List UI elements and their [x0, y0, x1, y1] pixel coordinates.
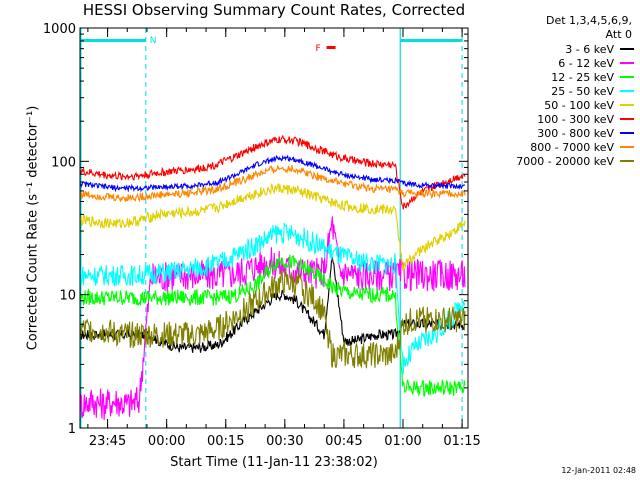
legend-header-line-1: Det 1,3,4,5,6,9, [545, 14, 632, 27]
legend-label: 12 - 25 keV [551, 70, 614, 84]
legend-entry: 3 - 6 keV [478, 42, 636, 56]
legend-label: 25 - 50 keV [551, 84, 614, 98]
series-line-4 [79, 183, 466, 272]
legend-entry: 800 - 7000 keV [478, 140, 636, 154]
legend-swatch [620, 62, 634, 64]
y-tick-label: 1 [68, 422, 76, 437]
legend-entry: 12 - 25 keV [478, 70, 636, 84]
legend-header-line-2: Att 0 [605, 28, 632, 41]
legend-entry: 50 - 100 keV [478, 98, 636, 112]
legend: Det 1,3,4,5,6,9, Att 0 3 - 6 keV 6 - 12 k… [478, 14, 636, 168]
x-tick-label: 01:15 [443, 434, 480, 449]
legend-label: 50 - 100 keV [544, 98, 614, 112]
series-line-7 [79, 164, 466, 203]
legend-label: 800 - 7000 keV [530, 140, 614, 154]
x-tick-label: 01:00 [384, 434, 421, 449]
legend-swatch [620, 76, 634, 78]
series-line-5 [79, 134, 466, 210]
y-axis-label: Corrected Count Rate (s⁻¹ detector⁻¹) [25, 105, 41, 351]
y-tick-label: 1000 [43, 22, 76, 37]
legend-entry: 6 - 12 keV [478, 56, 636, 70]
x-tick-label: 23:45 [89, 434, 126, 449]
legend-swatch [620, 160, 634, 162]
legend-entry: 25 - 50 keV [478, 84, 636, 98]
series-line-1 [79, 216, 466, 421]
legend-label: 300 - 800 keV [537, 126, 614, 140]
y-tick-label: 10 [59, 289, 76, 304]
plot-frame [79, 27, 469, 429]
x-tick-label: 00:45 [325, 434, 362, 449]
footer-timestamp: 12-Jan-2011 02:48 [561, 466, 636, 475]
x-axis-label: Start Time (11-Jan-11 23:38:02) [170, 455, 378, 470]
legend-entry: 7000 - 20000 keV [478, 154, 636, 168]
legend-label: 6 - 12 keV [558, 56, 614, 70]
x-tick-label: 00:15 [207, 434, 244, 449]
series-line-3 [79, 222, 466, 375]
x-tick-label: 00:00 [148, 434, 185, 449]
legend-entry: 100 - 300 keV [478, 112, 636, 126]
legend-swatch [620, 104, 634, 106]
annotation-f: F [316, 44, 321, 54]
series-line-8 [79, 269, 466, 369]
series-line-6 [79, 154, 466, 193]
night-bar-2 [400, 39, 463, 42]
legend-label: 3 - 6 keV [565, 42, 614, 56]
legend-entry: 300 - 800 keV [478, 126, 636, 140]
legend-swatch [620, 132, 634, 134]
flare-flag-bar [326, 46, 336, 49]
legend-swatch [620, 146, 634, 148]
legend-swatch [620, 48, 634, 50]
legend-swatch [620, 118, 634, 120]
night-bar [81, 39, 146, 42]
series-line-2 [79, 254, 466, 397]
y-tick-label: 100 [51, 155, 76, 170]
legend-label: 100 - 300 keV [537, 112, 614, 126]
legend-swatch [620, 90, 634, 92]
legend-label: 7000 - 20000 keV [516, 154, 614, 168]
annotation-n: N [150, 36, 157, 46]
x-tick-label: 00:30 [266, 434, 303, 449]
chart-title: HESSI Observing Summary Count Rates, Cor… [82, 1, 466, 19]
